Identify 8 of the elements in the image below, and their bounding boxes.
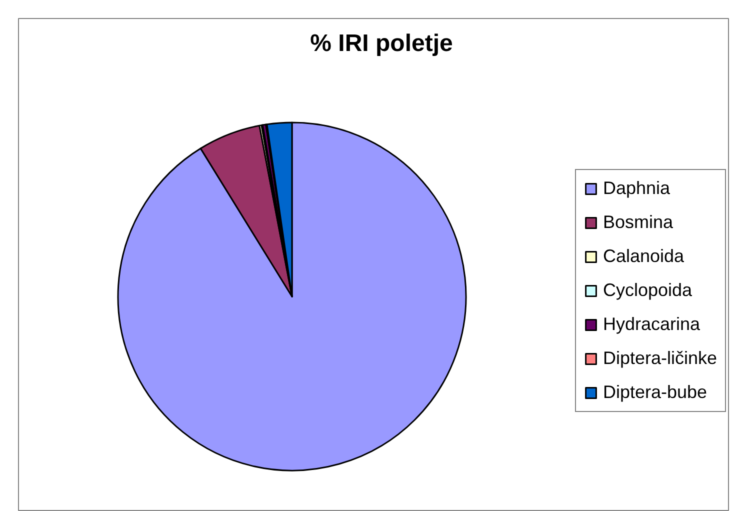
chart-title: % IRI poletje (310, 30, 453, 57)
legend-label: Diptera-ličinke (603, 348, 718, 369)
legend-label: Calanoida (603, 246, 684, 267)
legend-label: Diptera-bube (603, 382, 708, 403)
legend-label: Cyclopoida (603, 280, 692, 301)
legend-label: Hydracarina (603, 314, 700, 335)
legend-label: Bosmina (603, 212, 674, 233)
legend-label: Daphnia (603, 178, 670, 199)
